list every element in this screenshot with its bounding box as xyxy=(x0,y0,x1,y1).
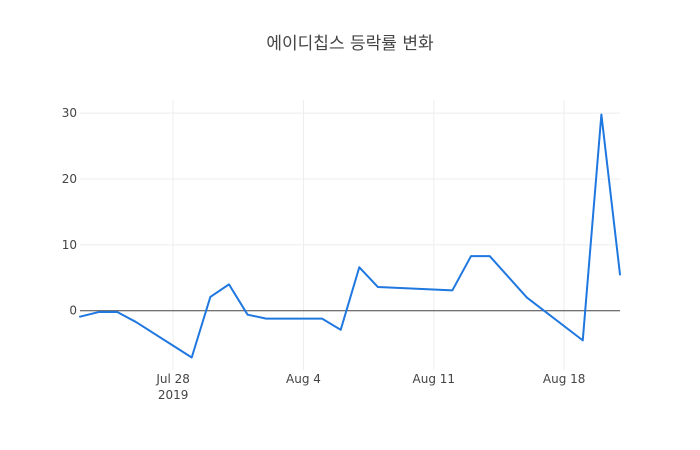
series-line xyxy=(79,113,621,359)
x-tick-label: Aug 18 xyxy=(543,372,586,386)
y-tick-label: 10 xyxy=(62,238,77,252)
grid-layer xyxy=(80,100,620,370)
x-tick-label: Aug 11 xyxy=(413,372,456,386)
y-tick-label: 30 xyxy=(62,106,77,120)
series-layer xyxy=(79,113,621,359)
axis-layer: Jul 28 2019 Aug 4 Aug 11 Aug 18 0 10 20 30 xyxy=(62,106,586,402)
y-tick-label: 0 xyxy=(69,304,77,318)
x-tick-label: Jul 28 xyxy=(155,372,190,386)
x-tick-sublabel: 2019 xyxy=(158,388,189,402)
chart-title: 에이디칩스 등락률 변화 xyxy=(266,34,434,54)
x-tick-label: Aug 4 xyxy=(286,372,321,386)
y-tick-label: 20 xyxy=(62,172,77,186)
